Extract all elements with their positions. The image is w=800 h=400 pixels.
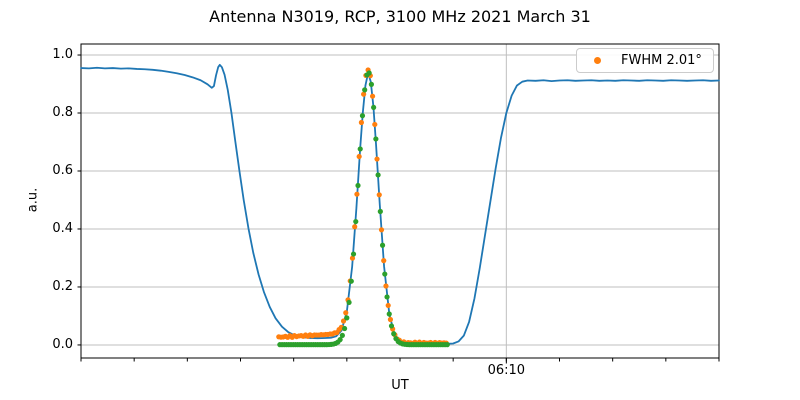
x-tick-label: 06:10 (487, 363, 526, 378)
drift-scan-signal (80, 63, 720, 345)
y-tick-label: 0.0 (52, 336, 73, 352)
y-tick-label: 1.0 (52, 47, 73, 63)
gaussian-fit-points (277, 70, 450, 348)
y-tick-label: 0.8 (52, 105, 73, 120)
y-axis-label: a.u. (25, 187, 41, 213)
y-tick-label: 0.6 (52, 162, 73, 178)
legend-label: FWHM 2.01° (621, 53, 702, 68)
chart-title: Antenna N3019, RCP, 3100 MHz 2021 March … (209, 7, 591, 26)
y-tick-label: 0.4 (52, 220, 73, 236)
x-axis-label: UT (391, 378, 409, 393)
y-tick-label: 0.2 (52, 278, 73, 294)
legend-marker-icon (594, 57, 601, 64)
legend: FWHM 2.01° (576, 48, 714, 73)
